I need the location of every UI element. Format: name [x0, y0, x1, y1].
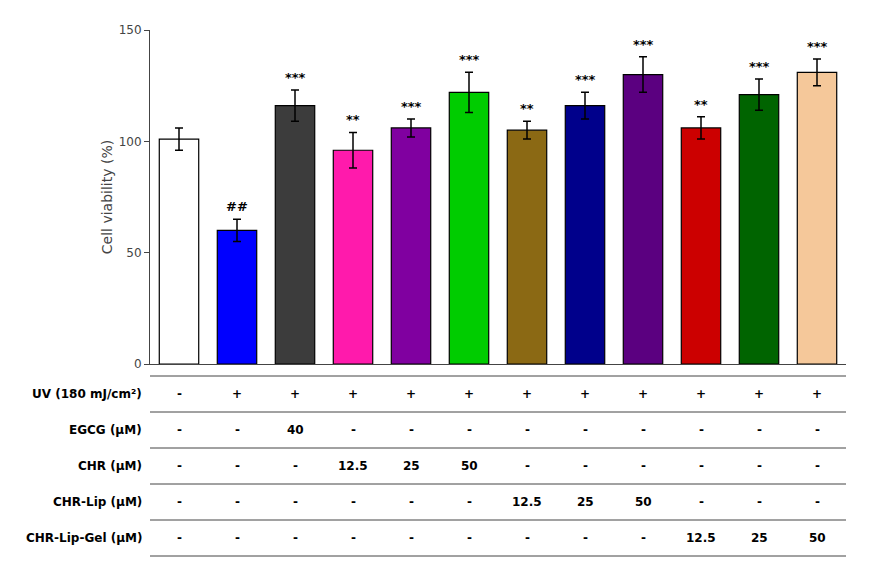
- svg-text:12.5: 12.5: [686, 531, 716, 545]
- svg-text:***: ***: [749, 59, 770, 74]
- svg-text:-: -: [467, 423, 472, 437]
- svg-text:-: -: [525, 459, 530, 473]
- svg-text:25: 25: [577, 495, 594, 509]
- svg-text:-: -: [235, 495, 240, 509]
- svg-text:50: 50: [809, 531, 826, 545]
- svg-text:-: -: [699, 495, 704, 509]
- svg-text:-: -: [351, 423, 356, 437]
- svg-text:UV (180 mJ/cm²): UV (180 mJ/cm²): [32, 387, 142, 401]
- svg-text:***: ***: [285, 70, 306, 85]
- svg-text:***: ***: [459, 52, 480, 67]
- svg-text:12.5: 12.5: [512, 495, 542, 509]
- svg-text:-: -: [467, 495, 472, 509]
- svg-text:-: -: [351, 495, 356, 509]
- svg-text:-: -: [757, 495, 762, 509]
- svg-text:-: -: [177, 387, 182, 401]
- svg-text:+: +: [522, 387, 532, 401]
- svg-text:12.5: 12.5: [338, 459, 368, 473]
- svg-text:-: -: [235, 423, 240, 437]
- svg-text:50: 50: [126, 246, 141, 260]
- svg-text:-: -: [583, 459, 588, 473]
- svg-text:+: +: [812, 387, 822, 401]
- svg-text:**: **: [694, 97, 708, 112]
- svg-text:-: -: [641, 423, 646, 437]
- svg-text:-: -: [293, 459, 298, 473]
- svg-text:***: ***: [807, 39, 828, 54]
- svg-text:+: +: [290, 387, 300, 401]
- svg-text:**: **: [520, 101, 534, 116]
- svg-text:25: 25: [751, 531, 768, 545]
- svg-text:+: +: [696, 387, 706, 401]
- svg-text:Cell viability (%): Cell viability (%): [99, 140, 115, 254]
- svg-text:***: ***: [633, 37, 654, 52]
- svg-text:***: ***: [401, 99, 422, 114]
- svg-text:-: -: [235, 531, 240, 545]
- svg-text:**: **: [346, 112, 360, 127]
- svg-text:-: -: [177, 495, 182, 509]
- svg-text:+: +: [638, 387, 648, 401]
- svg-text:-: -: [467, 531, 472, 545]
- svg-text:50: 50: [635, 495, 652, 509]
- svg-text:CHR-Lip (μM): CHR-Lip (μM): [53, 495, 142, 509]
- svg-text:-: -: [815, 495, 820, 509]
- svg-text:50: 50: [461, 459, 478, 473]
- svg-text:100: 100: [119, 135, 142, 149]
- svg-text:***: ***: [575, 72, 596, 87]
- svg-text:+: +: [754, 387, 764, 401]
- svg-text:-: -: [525, 423, 530, 437]
- svg-text:-: -: [757, 423, 762, 437]
- svg-text:-: -: [177, 531, 182, 545]
- svg-text:-: -: [583, 423, 588, 437]
- svg-text:-: -: [351, 531, 356, 545]
- svg-text:EGCG (μM): EGCG (μM): [69, 423, 142, 437]
- svg-text:-: -: [699, 459, 704, 473]
- svg-text:-: -: [757, 459, 762, 473]
- svg-text:-: -: [641, 459, 646, 473]
- svg-text:-: -: [815, 459, 820, 473]
- svg-text:-: -: [293, 531, 298, 545]
- svg-text:+: +: [232, 387, 242, 401]
- svg-text:-: -: [409, 423, 414, 437]
- svg-text:+: +: [464, 387, 474, 401]
- svg-text:-: -: [641, 531, 646, 545]
- svg-text:25: 25: [403, 459, 420, 473]
- svg-text:-: -: [583, 531, 588, 545]
- svg-text:150: 150: [119, 23, 142, 37]
- svg-text:40: 40: [287, 423, 304, 437]
- svg-text:-: -: [177, 423, 182, 437]
- svg-text:##: ##: [226, 199, 248, 214]
- svg-text:CHR (μM): CHR (μM): [78, 459, 142, 473]
- svg-text:-: -: [525, 531, 530, 545]
- svg-text:-: -: [235, 459, 240, 473]
- svg-text:-: -: [293, 495, 298, 509]
- svg-text:-: -: [409, 531, 414, 545]
- svg-text:-: -: [177, 459, 182, 473]
- svg-text:-: -: [409, 495, 414, 509]
- svg-text:+: +: [348, 387, 358, 401]
- svg-text:+: +: [406, 387, 416, 401]
- svg-text:-: -: [699, 423, 704, 437]
- svg-text:-: -: [815, 423, 820, 437]
- svg-text:0: 0: [134, 357, 142, 371]
- svg-text:CHR-Lip-Gel (μM): CHR-Lip-Gel (μM): [26, 531, 142, 545]
- svg-text:+: +: [580, 387, 590, 401]
